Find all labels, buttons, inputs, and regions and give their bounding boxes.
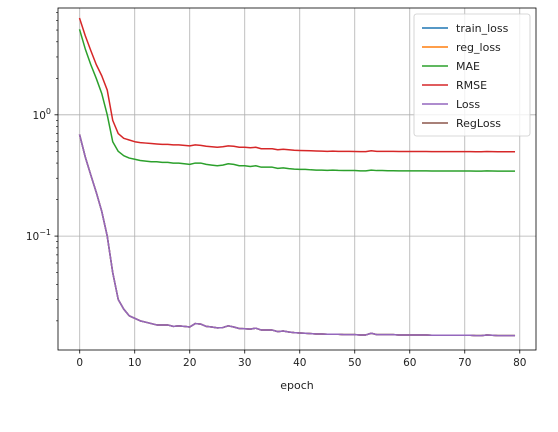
legend-label-train-loss: train_loss	[456, 22, 509, 35]
legend-label-rmse: RMSE	[456, 79, 487, 92]
x-tick-label: 50	[348, 357, 361, 369]
series-lines	[78, 17, 516, 337]
legend-label-loss: Loss	[456, 98, 480, 111]
legend-label-reg-loss: reg_loss	[456, 41, 501, 54]
y-tick-label: 10−1	[26, 228, 51, 243]
x-tick-label: 0	[76, 357, 83, 369]
x-axis-ticks: 0 10 20 30 40 50 60 70 80	[76, 350, 526, 369]
x-tick-label: 10	[128, 357, 141, 369]
x-tick-label: 20	[183, 357, 196, 369]
x-tick-label: 70	[458, 357, 471, 369]
x-axis-label: epoch	[280, 379, 314, 392]
series-line-loss	[78, 134, 516, 337]
legend: train_loss reg_loss MAE RMSE Loss RegLoss	[413, 13, 531, 137]
x-tick-label: 80	[513, 357, 526, 369]
series-line-rmse	[78, 17, 516, 153]
x-tick-label: 60	[403, 357, 416, 369]
x-tick-label: 40	[293, 357, 306, 369]
x-tick-label: 30	[238, 357, 251, 369]
y-tick-label: 100	[33, 107, 51, 122]
legend-label-regloss: RegLoss	[456, 117, 501, 130]
legend-box	[413, 13, 531, 137]
y-axis-ticks: 10−1 100	[26, 12, 58, 322]
series-line-mae	[78, 29, 516, 172]
legend-label-mae: MAE	[456, 60, 480, 73]
plot-frame	[57, 7, 537, 351]
